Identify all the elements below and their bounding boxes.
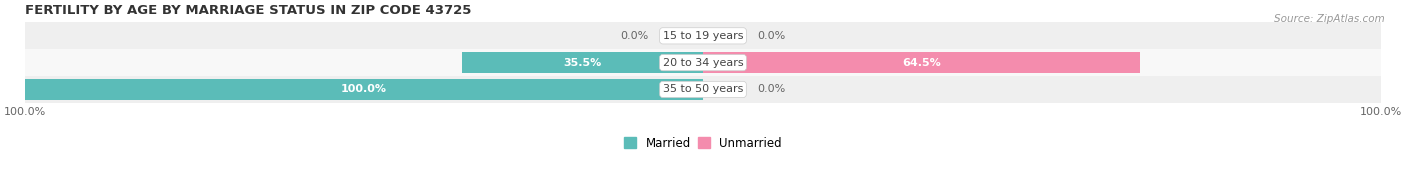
Bar <box>25 79 703 100</box>
Text: 0.0%: 0.0% <box>758 31 786 41</box>
Bar <box>25 76 1381 103</box>
Text: FERTILITY BY AGE BY MARRIAGE STATUS IN ZIP CODE 43725: FERTILITY BY AGE BY MARRIAGE STATUS IN Z… <box>25 4 471 17</box>
Bar <box>25 49 1381 76</box>
Text: Source: ZipAtlas.com: Source: ZipAtlas.com <box>1274 14 1385 24</box>
Legend: Married, Unmarried: Married, Unmarried <box>624 137 782 150</box>
Text: 35.5%: 35.5% <box>564 58 602 68</box>
Text: 0.0%: 0.0% <box>620 31 648 41</box>
Text: 100.0%: 100.0% <box>342 84 387 94</box>
Text: 20 to 34 years: 20 to 34 years <box>662 58 744 68</box>
Bar <box>463 52 703 73</box>
Bar <box>703 52 1140 73</box>
Bar <box>25 23 1381 49</box>
Text: 64.5%: 64.5% <box>903 58 941 68</box>
Text: 0.0%: 0.0% <box>758 84 786 94</box>
Text: 35 to 50 years: 35 to 50 years <box>662 84 744 94</box>
Text: 15 to 19 years: 15 to 19 years <box>662 31 744 41</box>
